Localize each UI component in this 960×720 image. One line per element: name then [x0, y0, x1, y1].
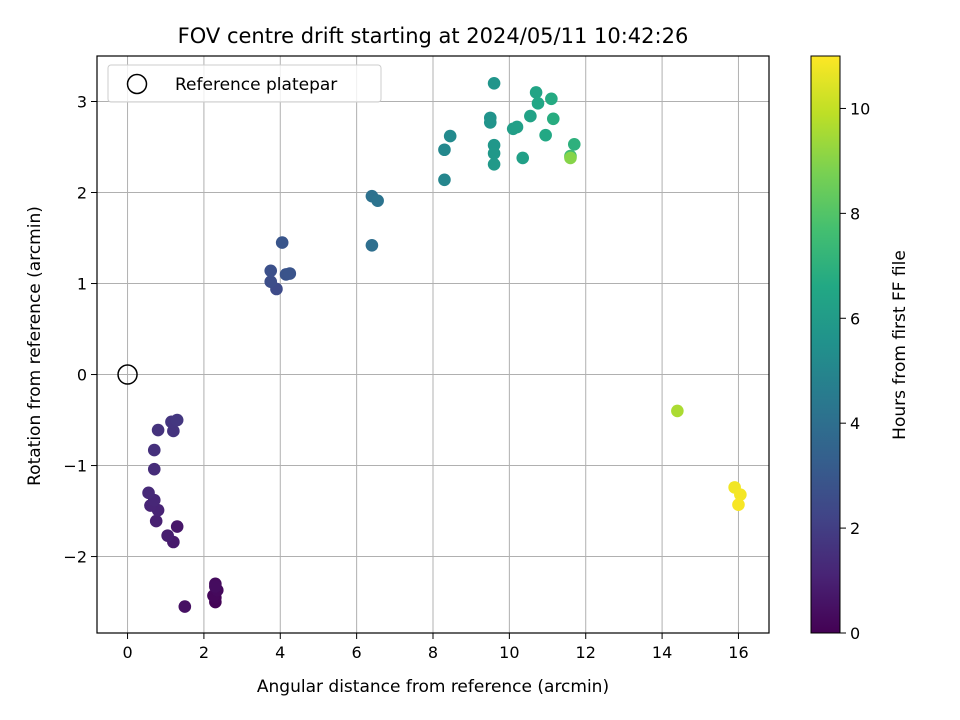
data-point: [371, 194, 384, 208]
y-tick-label: 1: [77, 275, 87, 294]
data-point: [539, 128, 552, 142]
data-point: [142, 486, 155, 500]
y-tick-label: 0: [77, 366, 87, 385]
data-point: [178, 600, 192, 613]
y-tick-label: 2: [77, 184, 87, 203]
legend-box: [107, 64, 382, 103]
data-point: [283, 267, 297, 280]
data-point: [438, 173, 451, 187]
x-tick-label: 16: [728, 643, 748, 662]
data-point: [564, 151, 577, 165]
data-point: [732, 498, 745, 511]
data-point: [567, 137, 581, 151]
data-point: [510, 120, 524, 134]
data-point: [264, 275, 278, 289]
data-point: [147, 443, 161, 457]
x-axis-label: Angular distance from reference (arcmin): [257, 677, 609, 697]
colorbar-label: Hours from first FF file: [890, 250, 910, 440]
colorbar-tick-label: 4: [850, 414, 860, 433]
data-point: [671, 404, 684, 418]
data-point: [546, 112, 560, 126]
data-points: [142, 77, 747, 613]
data-point: [438, 143, 451, 157]
x-tick-label: 4: [275, 643, 285, 662]
colorbar-ticks: 0 2 4 6 8 10: [840, 99, 870, 643]
x-tick-label: 14: [652, 643, 672, 662]
data-point: [487, 147, 501, 160]
y-tick-label: −2: [63, 548, 87, 567]
colorbar-tick-label: 6: [850, 309, 860, 328]
x-tick-label: 10: [499, 643, 519, 662]
data-point: [529, 86, 543, 99]
x-tick-label: 8: [428, 643, 438, 662]
reference-marker-layer: [117, 364, 138, 385]
x-tick-label: 6: [352, 643, 362, 662]
grid: [97, 56, 769, 633]
data-point: [151, 423, 165, 437]
data-point: [275, 236, 289, 249]
data-point: [545, 92, 558, 106]
data-point: [365, 238, 379, 252]
colorbar-tick-label: 10: [850, 99, 870, 118]
colorbar-tick-label: 2: [850, 519, 860, 538]
x-tick-label: 0: [122, 643, 132, 662]
reference-platepar-marker: [117, 364, 138, 385]
data-point: [524, 109, 537, 123]
data-point: [443, 129, 457, 143]
x-tick-label: 2: [199, 643, 209, 662]
x-tick-label: 12: [576, 643, 596, 662]
y-tick-label: 3: [77, 93, 87, 112]
legend: Reference platepar: [107, 64, 382, 103]
data-point: [516, 151, 530, 165]
data-point: [264, 264, 278, 278]
legend-label-reference: Reference platepar: [175, 75, 337, 95]
colorbar-gradient: [810, 55, 841, 634]
data-point: [170, 413, 184, 427]
data-point: [149, 514, 163, 528]
data-point: [209, 580, 222, 593]
data-point: [487, 158, 501, 171]
y-tick-label: −1: [63, 457, 87, 476]
chart-title: FOV centre drift starting at 2024/05/11 …: [178, 24, 689, 48]
data-point: [487, 77, 501, 90]
colorbar: 0 2 4 6 8 10 Hours from first FF file: [810, 55, 910, 643]
y-axis-label: Rotation from reference (arcmin): [25, 206, 45, 486]
legend-marker-reference: [126, 73, 148, 95]
data-point: [483, 116, 497, 129]
data-point: [147, 462, 161, 476]
data-point: [161, 529, 174, 542]
colorbar-tick-label: 8: [850, 204, 860, 223]
data-point: [170, 520, 184, 533]
data-point: [734, 488, 747, 501]
data-point: [531, 97, 545, 110]
colorbar-tick-label: 0: [850, 624, 860, 643]
